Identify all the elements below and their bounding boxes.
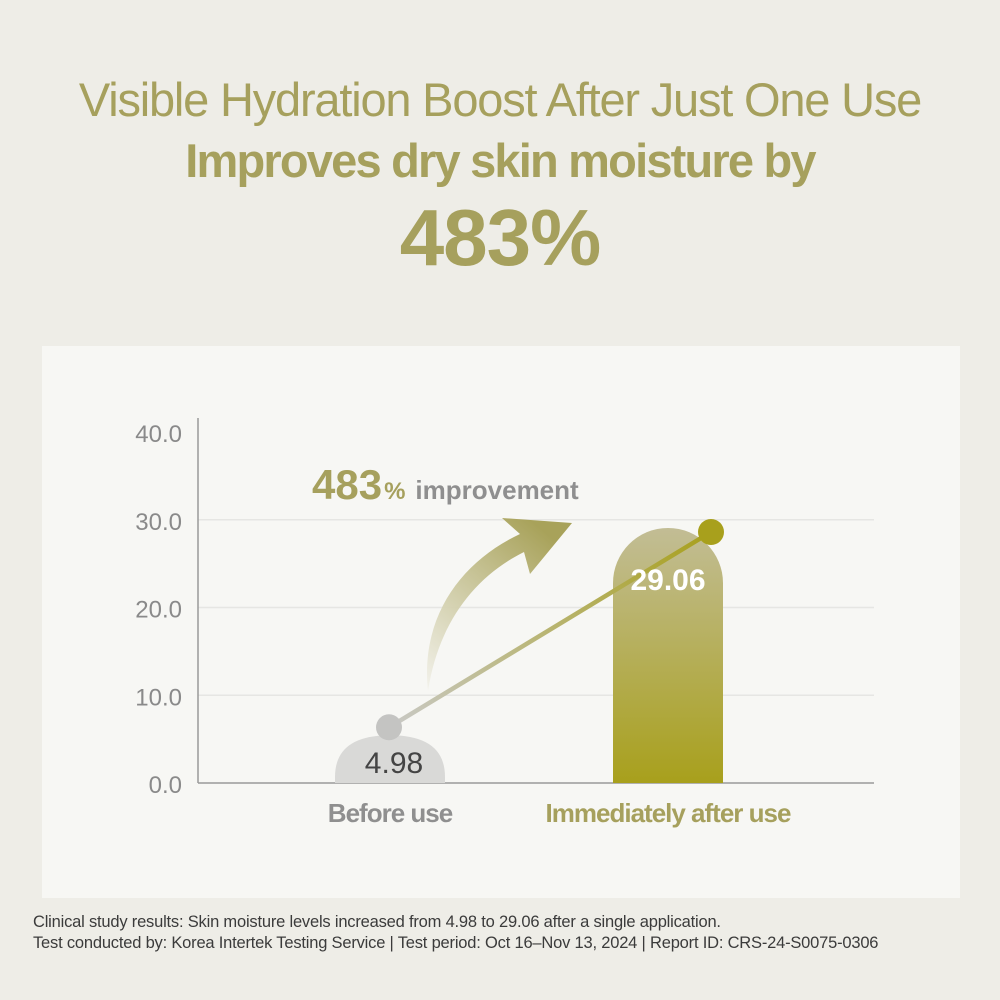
y-tick-label: 40.0	[135, 421, 182, 448]
improvement-annotation: 483% improvement	[312, 461, 579, 508]
category-label: Immediately after use	[546, 798, 791, 828]
trend-line	[386, 529, 714, 730]
headline-percentage: 483%	[399, 193, 602, 282]
footnote-test-info: Test conducted by: Korea Intertek Testin…	[33, 934, 879, 952]
headline-subtitle: Improves dry skin moisture by	[185, 134, 816, 187]
footnote: Clinical study results: Skin moisture le…	[33, 912, 983, 954]
y-tick-label: 30.0	[135, 509, 182, 536]
footnote-study-results: Clinical study results: Skin moisture le…	[33, 913, 721, 931]
bar-after-use	[613, 527, 723, 783]
curved-arrow-icon	[427, 518, 572, 691]
headline: Visible Hydration Boost After Just One U…	[0, 68, 1000, 284]
value-label-after: 29.06	[630, 564, 705, 597]
y-tick-label: 0.0	[149, 772, 182, 799]
y-tick-label: 10.0	[135, 684, 182, 711]
y-tick-label: 20.0	[135, 597, 182, 624]
point-after-use	[698, 518, 724, 545]
value-label-before: 4.98	[365, 747, 423, 780]
headline-title: Visible Hydration Boost After Just One U…	[78, 73, 922, 126]
chart-panel: 0.0 10.0 20.0 30.0 40.0 4.98 29.06 Before use I…	[42, 346, 960, 898]
bar-before-use	[335, 735, 445, 783]
category-label: Before use	[328, 798, 453, 828]
point-before-use	[376, 714, 402, 741]
moisture-chart: 0.0 10.0 20.0 30.0 40.0 4.98 29.06 Before use I…	[135, 418, 874, 828]
